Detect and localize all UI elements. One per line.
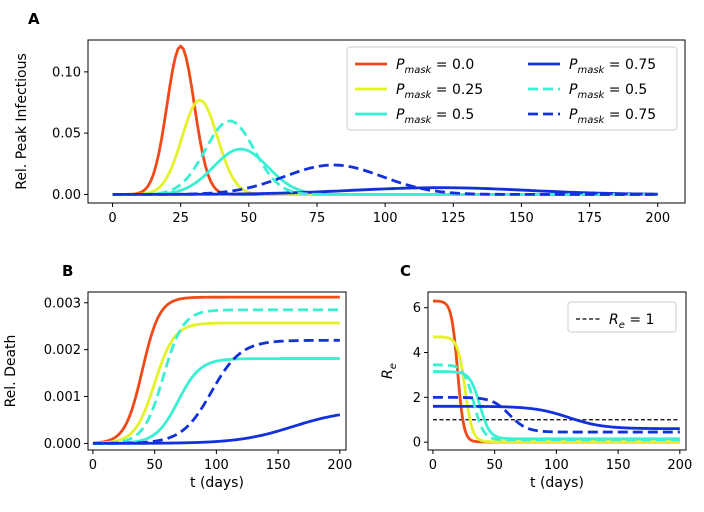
legend-a (346, 46, 678, 131)
x-tick-label-c-2: 100 (544, 458, 569, 473)
y-tick-label-a-2: 0.10 (52, 65, 81, 80)
chart-a: 0 25 50 75 100 125 150 175 200 0.00 0.05 0.10 Rel. P… (14, 39, 686, 226)
legend-label-a-0: Pmask = 0.0 (396, 57, 474, 76)
x-axis-label-c: t (days) (530, 475, 584, 491)
x-tick-label-a-8: 200 (645, 211, 670, 226)
legend-label-c-0: Re = 1 (609, 312, 654, 331)
series-line-b-2 (92, 357, 340, 445)
y-tick-label-a-0: 0.00 (52, 188, 81, 203)
y-axis-label-a: Rel. Peak Infectious (14, 53, 30, 190)
y-axis-label-c: Re (380, 363, 399, 379)
x-tick-label-b-1: 50 (146, 458, 163, 473)
x-tick-label-b-3: 150 (266, 458, 291, 473)
y-tick-label-b-3: 0.003 (44, 296, 81, 311)
y-axis-label-b: Rel. Death (3, 335, 19, 408)
y-tick-label-a-1: 0.05 (52, 127, 81, 142)
legend-label-a-2: Pmask = 0.5 (396, 107, 474, 126)
series-line-b-5 (92, 338, 340, 445)
panel-letter-b: B (62, 262, 73, 280)
legend-label-a-5: Pmask = 0.75 (569, 107, 656, 126)
y-tick-label-c-1: 2 (413, 391, 421, 406)
x-tick-label-a-7: 175 (577, 211, 602, 226)
x-tick-label-c-1: 50 (486, 458, 503, 473)
chart-b: 0 50 100 150 200 0.000 0.001 0.002 0.003 t (days)… (3, 291, 352, 491)
y-tick-label-c-2: 4 (413, 346, 421, 361)
legend-label-a-4: Pmask = 0.5 (569, 82, 647, 101)
panel-letter-a: A (28, 10, 40, 28)
legend-label-a-3: Pmask = 0.75 (569, 57, 656, 76)
series-line-b-1 (92, 321, 340, 445)
plot-frame-a (87, 39, 686, 204)
panel-letter-c: C (400, 262, 411, 280)
x-tick-label-c-3: 150 (606, 458, 631, 473)
x-tick-label-c-0: 0 (429, 458, 437, 473)
x-tick-label-c-4: 200 (667, 458, 692, 473)
series-line-a-2 (112, 147, 658, 196)
x-tick-label-b-4: 200 (327, 458, 352, 473)
x-tick-label-a-5: 125 (441, 211, 466, 226)
x-tick-label-a-2: 50 (241, 211, 258, 226)
x-tick-label-a-1: 25 (172, 211, 189, 226)
series-line-b-3 (92, 413, 341, 445)
x-axis-label-b: t (days) (190, 475, 244, 491)
x-tick-label-a-4: 100 (373, 211, 398, 226)
x-tick-label-a-3: 75 (309, 211, 326, 226)
y-tick-label-b-0: 0.000 (44, 437, 81, 452)
y-tick-label-c-0: 0 (413, 436, 421, 451)
series-line-a-5 (112, 163, 658, 196)
x-tick-label-a-6: 150 (509, 211, 534, 226)
legend-c (567, 301, 677, 333)
series-line-c-4 (432, 363, 680, 442)
x-tick-label-a-0: 0 (108, 211, 116, 226)
plot-frame-b (87, 291, 347, 451)
x-tick-label-b-2: 100 (204, 458, 229, 473)
legend-label-a-1: Pmask = 0.25 (396, 82, 483, 101)
series-line-a-4 (112, 119, 658, 196)
series-line-c-1 (432, 335, 680, 444)
y-tick-label-b-1: 0.001 (44, 390, 81, 405)
series-line-b-4 (92, 308, 340, 445)
series-line-b-0 (92, 295, 340, 445)
series-line-c-5 (432, 395, 680, 434)
plot-frame-c (427, 291, 687, 451)
chart-c: 0 50 100 150 200 0 2 4 6 t (days) Re Re = 1 (380, 291, 692, 491)
y-tick-label-b-2: 0.002 (44, 343, 81, 358)
y-tick-label-c-3: 6 (413, 301, 421, 316)
x-tick-label-b-0: 0 (89, 458, 97, 473)
